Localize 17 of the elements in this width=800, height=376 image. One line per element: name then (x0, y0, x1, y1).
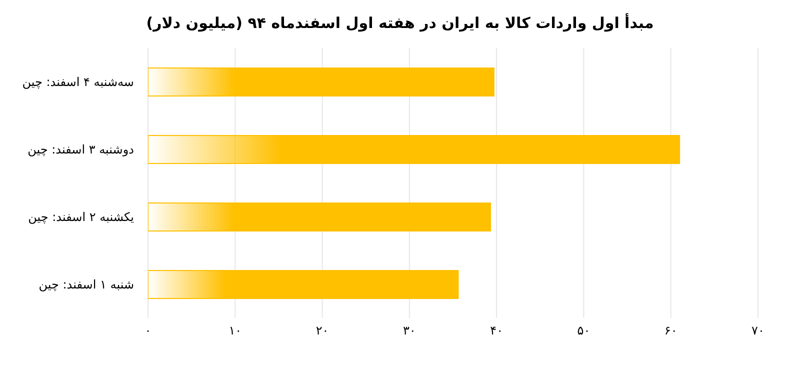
x-tick-label: ۷۰ (752, 324, 764, 338)
x-tick-label: ۴۰ (490, 324, 504, 338)
y-tick-label: دوشنبه ۳ اسفند: چین (28, 142, 134, 156)
x-tick-label: ۶۰ (664, 324, 678, 338)
y-tick-label: شنبه ۱ اسفند: چین (38, 277, 134, 292)
bar (148, 270, 459, 299)
y-tick-label: سه‌شنبه ۴ اسفند: چین (22, 74, 134, 89)
bar (148, 68, 494, 96)
y-tick-label: یکشنبه ۲ اسفند: چین (28, 210, 134, 224)
x-tick-label: ۲۰ (316, 324, 329, 338)
x-tick-label: ۰ (144, 324, 152, 338)
bar (148, 202, 491, 232)
bar (148, 135, 680, 164)
x-tick-label: ۵۰ (577, 324, 590, 338)
chart-title: مبدأ اول واردات کالا به ایران در هفته اول اسفندماه ۹۴ (میلیون دلار) (145, 12, 655, 34)
x-tick-label: ۳۰ (402, 324, 416, 338)
x-tick-label: ۱۰ (228, 324, 242, 338)
